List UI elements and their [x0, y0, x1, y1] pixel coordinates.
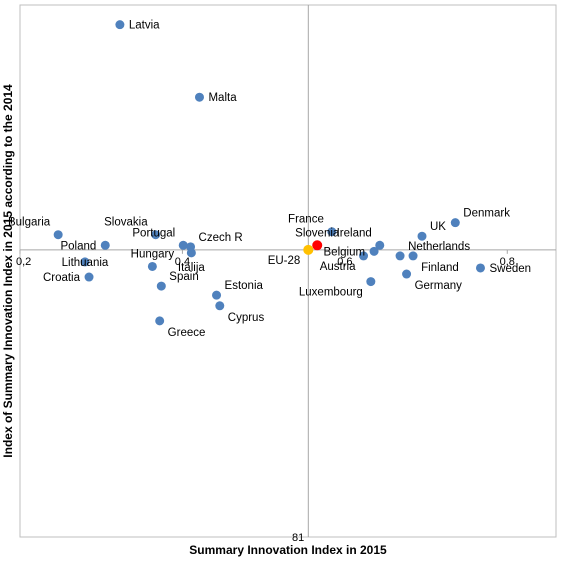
point-label: Belgium	[324, 246, 366, 258]
point-label: France	[288, 214, 324, 226]
data-point	[402, 269, 412, 279]
point-label: UK	[430, 221, 446, 233]
data-point	[303, 244, 314, 255]
point-label: Slovakia	[104, 217, 148, 229]
point-label: Slovenia	[295, 227, 340, 239]
data-point	[475, 263, 485, 273]
data-points	[53, 20, 485, 326]
data-point	[147, 261, 157, 271]
data-point	[186, 248, 196, 258]
point-label: Poland	[60, 240, 96, 252]
data-point	[395, 251, 405, 261]
point-label: Finland	[421, 262, 459, 274]
point-label: Italija	[178, 262, 205, 274]
point-label: Greece	[168, 327, 206, 339]
data-point	[100, 240, 110, 250]
point-label: Bulgaria	[8, 217, 51, 229]
point-label: Croatia	[43, 272, 81, 284]
point-label: Malta	[208, 92, 237, 104]
data-point	[366, 277, 376, 287]
point-label: Cyprus	[228, 312, 265, 324]
point-label: Ireland	[337, 227, 372, 239]
data-point	[178, 240, 188, 250]
y-axis-title: Index of Summary Innovation Index in 201…	[1, 84, 15, 458]
tick-labels: 0,2 0,4 0,6 0,8 81	[16, 256, 515, 544]
data-point	[155, 316, 165, 326]
data-point	[80, 257, 90, 267]
data-point	[194, 92, 204, 102]
point-label: EU-28	[268, 255, 301, 267]
data-point	[212, 290, 222, 300]
x-axis-title: Summary Innovation Index in 2015	[189, 543, 387, 557]
x-tick-label: 0,4	[175, 256, 190, 268]
point-label: Netherlands	[408, 241, 470, 253]
point-label: Lithuania	[62, 257, 109, 269]
point-label: Hungary	[131, 248, 175, 260]
point-label: Germany	[415, 280, 463, 292]
x-tick-label: 0,8	[500, 256, 515, 268]
axes	[19, 5, 556, 537]
x-tick-label: 0,6	[337, 256, 352, 268]
y-tick-label: 81	[292, 532, 304, 544]
point-label: Spain	[169, 271, 198, 283]
point-label: Luxembourg	[299, 287, 363, 299]
point-label: Latvia	[129, 20, 160, 32]
data-point	[84, 272, 94, 282]
data-point	[369, 246, 379, 256]
data-point	[408, 251, 418, 261]
data-point	[215, 301, 225, 311]
data-point	[312, 240, 323, 251]
data-point	[151, 230, 161, 240]
point-label: Estonia	[225, 280, 264, 292]
data-point	[417, 231, 427, 241]
x-tick-label: 0,2	[16, 256, 31, 268]
point-label: Portugal	[132, 227, 175, 239]
plot-border	[19, 4, 557, 538]
data-point	[375, 240, 385, 250]
data-point	[359, 251, 369, 261]
point-label: Denmark	[463, 208, 510, 220]
point-label: Czech R	[199, 232, 243, 244]
plot-area	[19, 4, 557, 538]
point-label: Austria	[320, 261, 356, 273]
data-point	[450, 218, 460, 228]
point-label: Sweden	[489, 263, 531, 275]
data-point	[156, 281, 166, 291]
data-point	[115, 20, 125, 30]
data-point	[327, 227, 337, 237]
data-point	[53, 230, 63, 240]
